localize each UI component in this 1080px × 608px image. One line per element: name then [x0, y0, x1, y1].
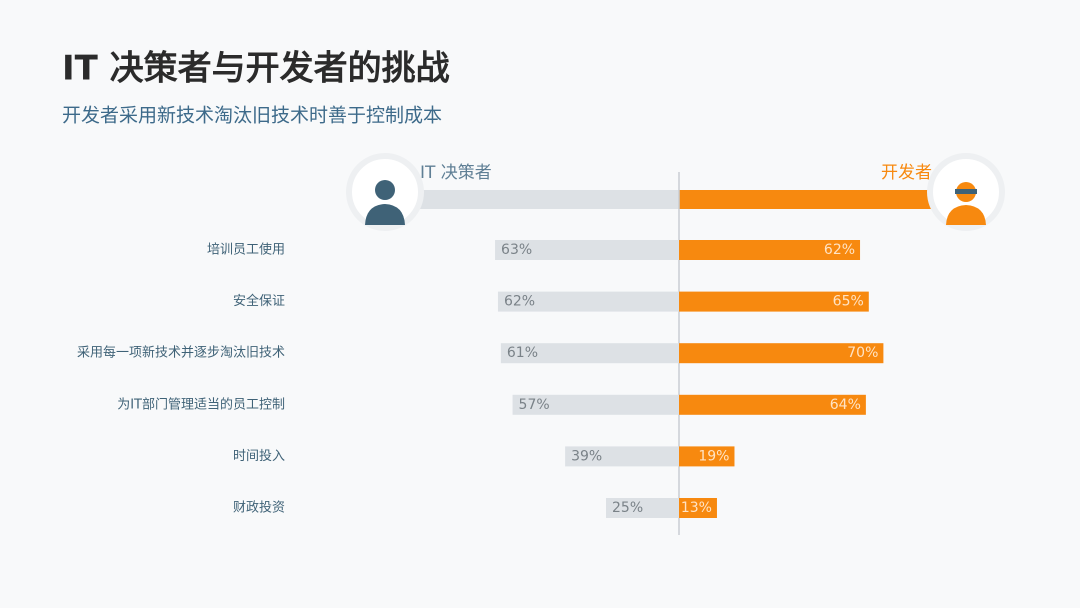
value-label: 57% [519, 397, 550, 413]
category-label: 为IT部门管理适当的员工控制 [117, 396, 285, 412]
it-icon [346, 153, 424, 231]
category-label: 采用每一项新技术并逐步淘汰旧技术 [77, 345, 285, 361]
chart-subtitle: 开发者采用新技术淘汰旧技术时善于控制成本 [62, 105, 442, 127]
bar [679, 240, 861, 260]
bar [495, 240, 679, 260]
category-label: 财政投资 [233, 500, 285, 516]
value-label: 13% [681, 500, 712, 516]
bar [497, 291, 679, 312]
dev-icon [927, 153, 1005, 231]
value-label: 19% [698, 448, 729, 464]
category-label: 安全保证 [233, 293, 285, 309]
bar [679, 446, 735, 467]
value-label: 63% [501, 242, 532, 258]
bar [679, 343, 884, 364]
category-label: 时间投入 [233, 448, 285, 464]
bar [512, 394, 679, 415]
value-label: 39% [571, 448, 602, 464]
bar [679, 291, 869, 312]
value-label: 65% [833, 294, 864, 310]
legend-label: 开发者 [881, 163, 932, 183]
value-label: 62% [504, 294, 535, 310]
category-label: 培训员工使用 [207, 242, 285, 258]
chart-title: IT 决策者与开发者的挑战 [62, 49, 450, 89]
value-label: 62% [824, 242, 855, 258]
legend-label: IT 决策者 [420, 163, 492, 183]
header-bar-left [400, 190, 679, 209]
bar [565, 446, 679, 467]
value-label: 25% [612, 500, 643, 516]
header-bar-right [679, 190, 960, 209]
value-label: 61% [507, 345, 538, 361]
bar [500, 343, 679, 364]
value-label: 70% [847, 345, 878, 361]
bar [679, 498, 717, 518]
bar [679, 394, 866, 415]
value-label: 64% [830, 397, 861, 413]
bar [606, 498, 679, 518]
